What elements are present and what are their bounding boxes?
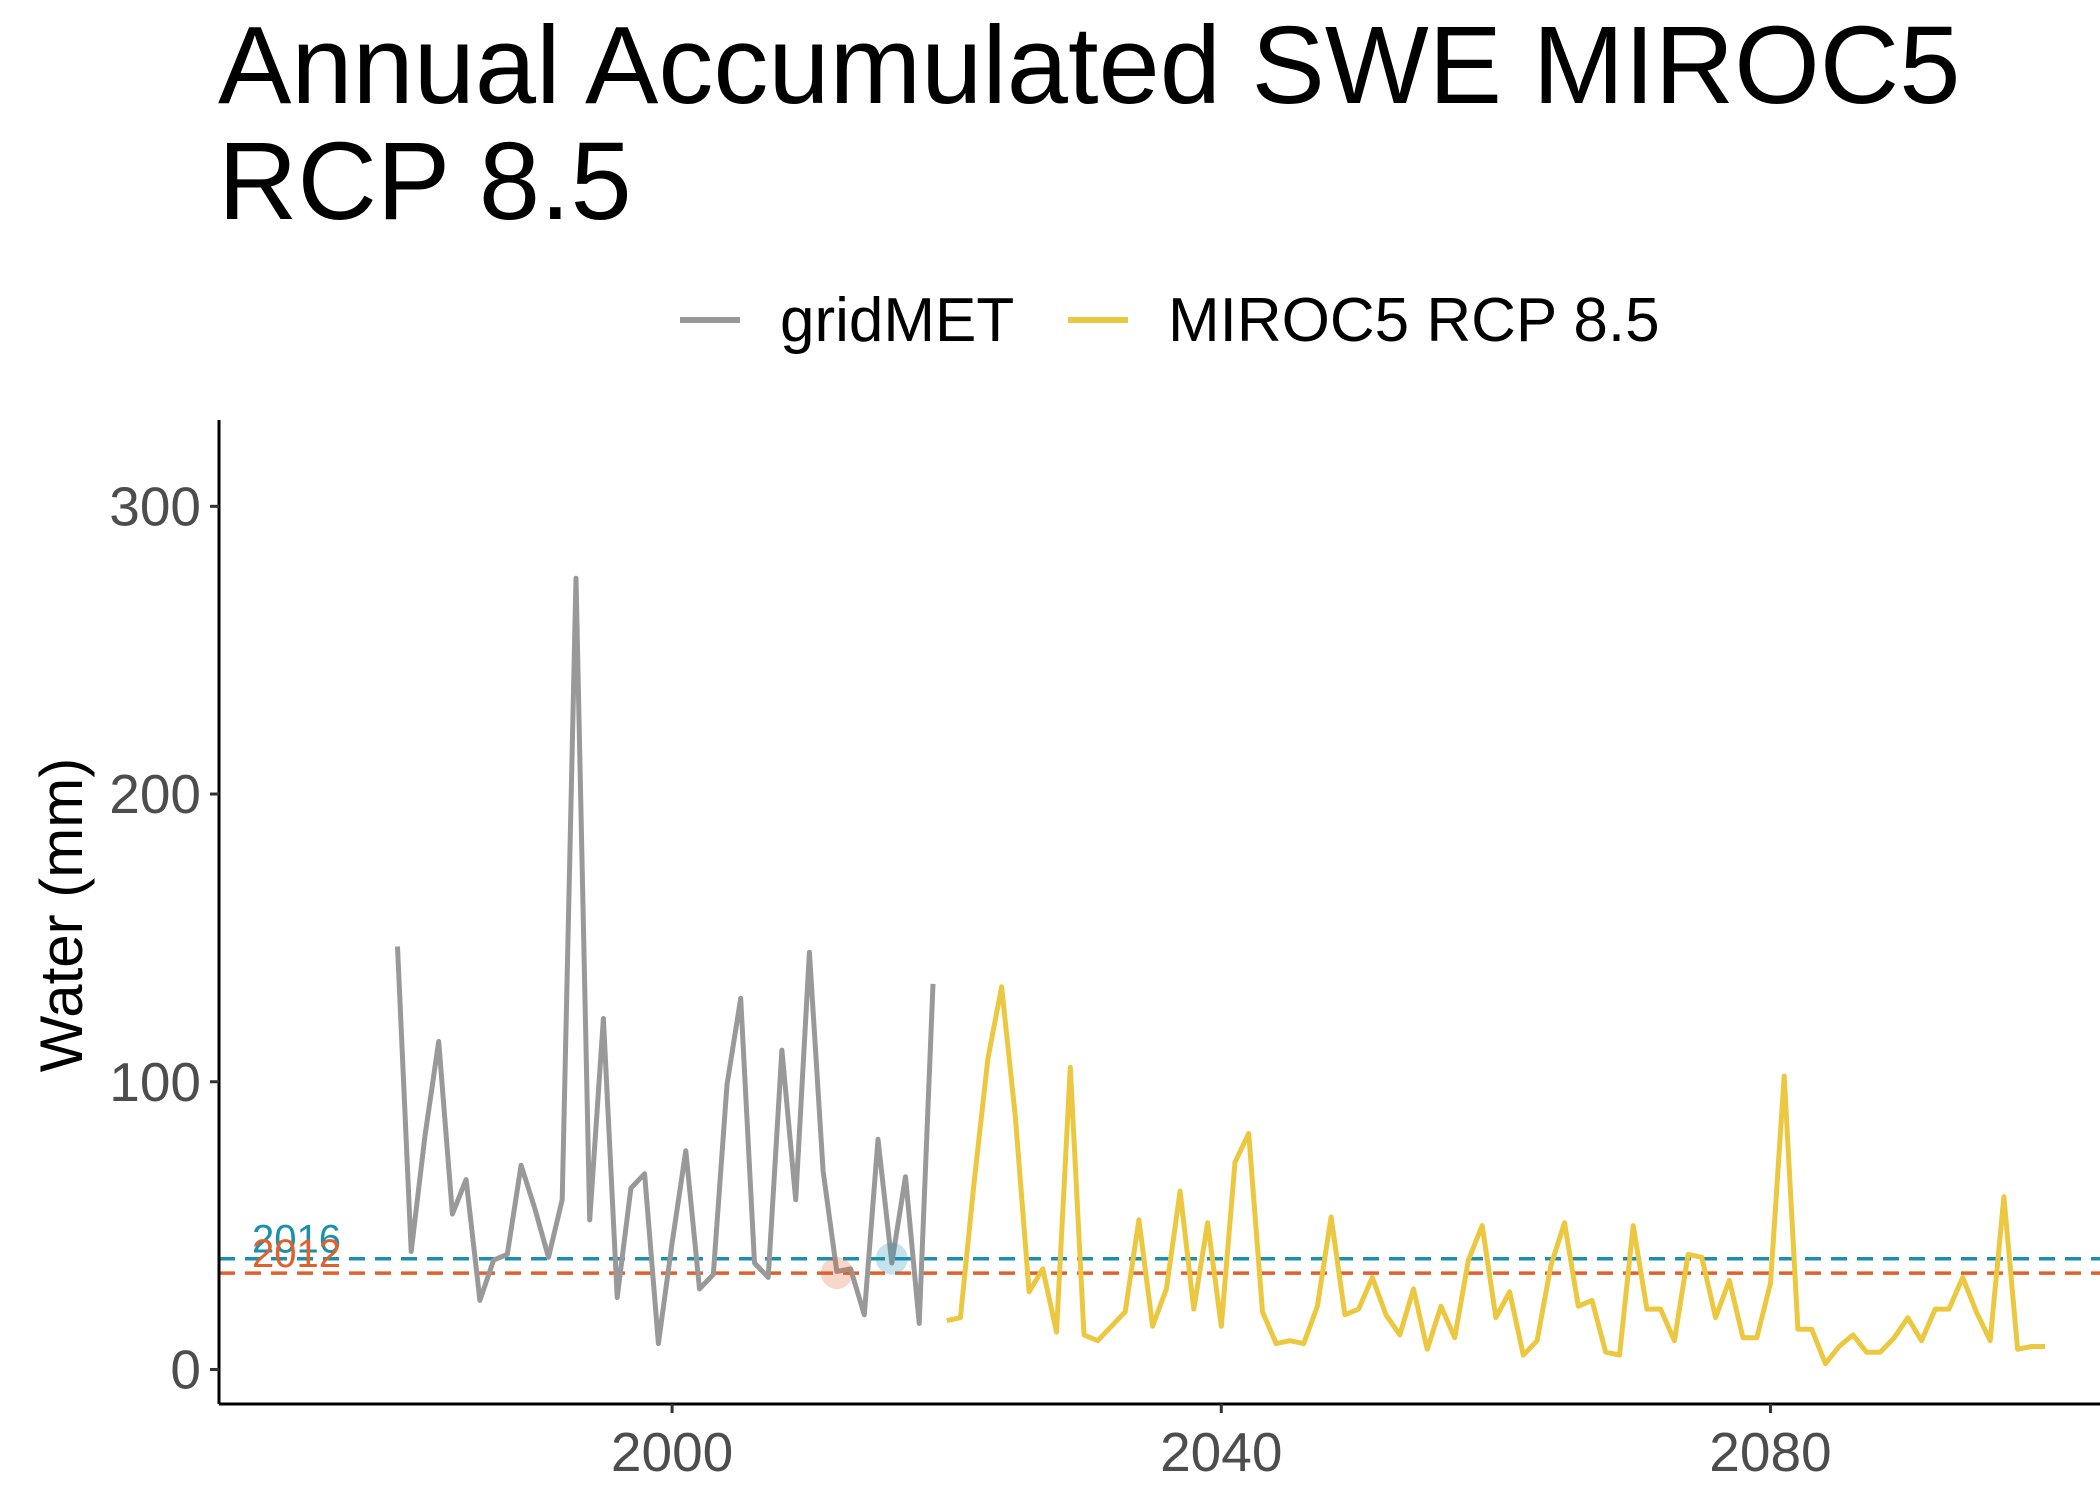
reference-marker-2012 xyxy=(820,1257,853,1290)
legend: gridMET MIROC5 RCP 8.5 xyxy=(0,280,2100,360)
series-lines xyxy=(395,575,2046,1367)
axes: 0 100 200 300 2000 2040 2080 xyxy=(109,420,2100,1483)
y-tick-label-0: 0 xyxy=(170,1338,201,1400)
x-tick-label-2000: 2000 xyxy=(611,1421,733,1483)
y-tick-label-200: 200 xyxy=(109,763,201,825)
y-axis-title: Water (mm) xyxy=(28,758,95,1072)
reference-label-2012: 2012 xyxy=(252,1232,341,1276)
reference-marker-2016 xyxy=(875,1242,908,1275)
chart-title: Annual Accumulated SWE MIROC5 RCP 8.5 xyxy=(218,4,1961,243)
series-line-gridmet xyxy=(395,575,936,1347)
reference-markers xyxy=(820,1242,908,1290)
reference-label-2016: 2016 xyxy=(252,1218,341,1262)
series-line-miroc5 xyxy=(946,984,2046,1367)
legend-key-gridmet xyxy=(680,317,740,323)
legend-item-gridmet: gridMET xyxy=(680,280,1014,360)
y-tick-label-300: 300 xyxy=(109,475,201,537)
x-tick-label-2080: 2080 xyxy=(1709,1421,1831,1483)
legend-item-miroc5: MIROC5 RCP 8.5 xyxy=(1068,280,1660,360)
legend-key-miroc5 xyxy=(1068,317,1128,323)
x-tick-label-2040: 2040 xyxy=(1160,1421,1282,1483)
legend-label-miroc5: MIROC5 RCP 8.5 xyxy=(1168,285,1660,355)
y-tick-label-100: 100 xyxy=(109,1051,201,1113)
legend-label-gridmet: gridMET xyxy=(780,285,1015,355)
